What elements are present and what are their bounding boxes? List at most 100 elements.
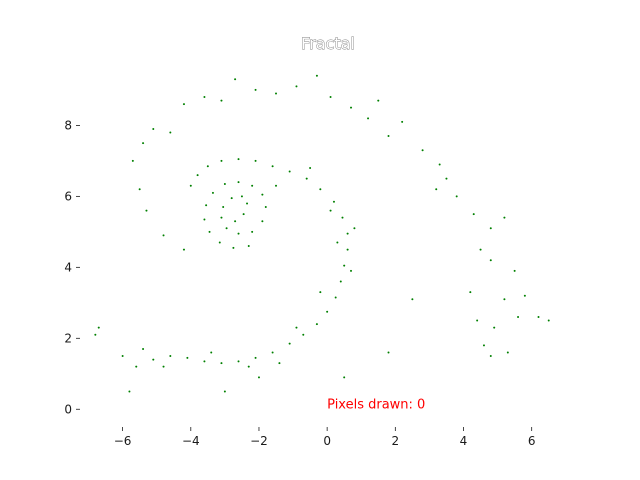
data-point — [257, 376, 260, 379]
data-point — [517, 316, 520, 319]
data-point — [278, 362, 281, 365]
data-point — [350, 269, 353, 272]
data-point — [455, 195, 458, 198]
data-point — [302, 333, 305, 336]
data-point — [218, 241, 221, 244]
x-tick-label: −2 — [250, 434, 268, 448]
data-point — [489, 355, 492, 358]
data-point — [353, 227, 356, 230]
data-point — [334, 296, 337, 299]
data-point — [242, 213, 245, 216]
data-point — [246, 202, 249, 205]
data-point — [346, 248, 349, 251]
data-point — [482, 344, 485, 347]
data-point — [329, 209, 332, 212]
data-point — [237, 232, 240, 235]
data-point — [94, 333, 97, 336]
data-point — [271, 165, 274, 168]
data-point — [343, 264, 346, 267]
data-point — [203, 218, 206, 221]
data-point — [142, 142, 145, 145]
data-point — [288, 170, 291, 173]
data-point — [271, 351, 274, 354]
data-point — [326, 310, 329, 313]
data-point — [489, 259, 492, 262]
pixels-drawn-annotation: Pixels drawn: 0 — [327, 397, 425, 412]
data-point — [506, 351, 509, 354]
data-point — [208, 230, 211, 233]
data-point — [387, 135, 390, 138]
data-point — [145, 209, 148, 212]
data-point — [503, 298, 506, 301]
y-tick-label: 2 — [64, 331, 72, 345]
data-point — [493, 326, 496, 329]
data-point — [251, 184, 254, 187]
data-point — [469, 291, 472, 294]
chart-title: Fractal — [301, 34, 355, 53]
data-point — [121, 355, 124, 358]
data-point — [220, 362, 223, 365]
data-point — [205, 204, 208, 207]
data-point — [237, 158, 240, 161]
data-point — [489, 227, 492, 230]
data-point — [315, 74, 318, 77]
data-point — [152, 358, 155, 361]
data-point — [222, 206, 225, 209]
data-point — [445, 177, 448, 180]
data-point — [234, 78, 237, 81]
y-axis: 0 2 4 6 8 — [64, 118, 80, 416]
x-axis: −6 −4 −2 0 2 4 6 — [114, 427, 536, 448]
x-tick-label: 2 — [392, 434, 400, 448]
data-point — [182, 248, 185, 251]
data-point — [251, 230, 254, 233]
data-point — [206, 165, 209, 168]
data-point — [247, 245, 250, 248]
data-point — [275, 184, 278, 187]
data-point — [435, 188, 438, 191]
data-point — [387, 351, 390, 354]
x-tick-label: 4 — [460, 434, 468, 448]
data-point — [254, 88, 257, 91]
data-point — [169, 131, 172, 134]
data-point — [336, 241, 339, 244]
data-point — [341, 216, 344, 219]
data-point — [513, 269, 516, 272]
data-point — [319, 291, 322, 294]
data-point — [254, 356, 257, 359]
data-point — [315, 323, 318, 326]
data-point — [411, 298, 414, 301]
data-point — [332, 200, 335, 203]
data-point — [182, 103, 185, 106]
data-point — [223, 390, 226, 393]
data-point — [537, 316, 540, 319]
data-point — [367, 117, 370, 120]
data-point — [305, 177, 308, 180]
y-tick-label: 4 — [64, 260, 72, 274]
data-point — [295, 326, 298, 329]
data-point — [232, 246, 235, 249]
data-point — [319, 188, 322, 191]
data-point — [131, 159, 134, 162]
y-tick-label: 0 — [64, 402, 72, 416]
data-point — [401, 120, 404, 123]
x-tick-label: 6 — [528, 434, 536, 448]
data-point — [547, 319, 550, 322]
data-point — [343, 376, 346, 379]
data-point — [421, 149, 424, 152]
data-point — [128, 390, 131, 393]
data-point — [476, 319, 479, 322]
data-point — [472, 213, 475, 216]
data-point — [223, 182, 226, 185]
data-point — [295, 85, 298, 88]
data-point — [225, 227, 228, 230]
data-point — [309, 166, 312, 169]
data-point — [220, 159, 223, 162]
data-point — [162, 234, 165, 237]
data-point — [186, 356, 189, 359]
data-point — [503, 216, 506, 219]
data-point — [220, 99, 223, 102]
data-point — [288, 342, 291, 345]
data-point — [220, 216, 223, 219]
y-tick-label: 6 — [64, 189, 72, 203]
data-point — [237, 360, 240, 363]
